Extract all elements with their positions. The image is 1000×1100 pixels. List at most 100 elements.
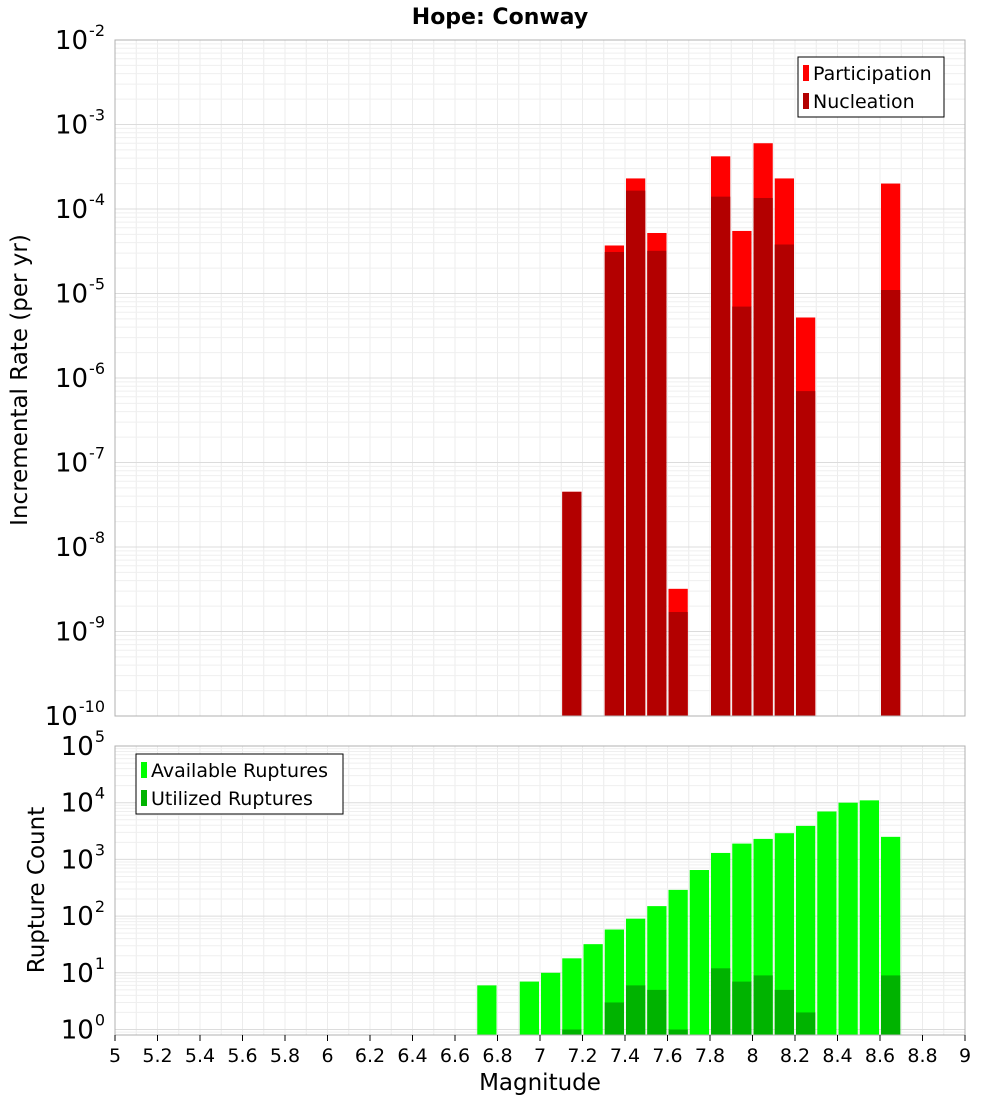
x-tick-label: 5 bbox=[109, 1045, 121, 1067]
tick-base: 10 bbox=[61, 789, 94, 819]
count-bar-utilized-ruptures bbox=[753, 975, 773, 1035]
x-tick-label: 5.2 bbox=[142, 1045, 172, 1067]
count-bar-utilized-ruptures bbox=[732, 981, 752, 1035]
rate-y-tick-label: 10-10 bbox=[45, 697, 105, 732]
tick-exponent: -10 bbox=[79, 697, 105, 716]
x-axis-label: Magnitude bbox=[479, 1070, 601, 1096]
legend-label: Participation bbox=[813, 63, 932, 85]
x-tick-label: 6.6 bbox=[440, 1045, 470, 1067]
rate-y-tick-label: 10-4 bbox=[55, 190, 105, 225]
tick-base: 10 bbox=[55, 195, 88, 225]
tick-base: 10 bbox=[55, 26, 88, 56]
tick-base: 10 bbox=[61, 1016, 94, 1046]
count-bar-available-ruptures bbox=[583, 944, 603, 1035]
legend-box bbox=[797, 56, 945, 118]
legend-swatch bbox=[803, 65, 809, 81]
count-bar-utilized-ruptures bbox=[881, 975, 901, 1035]
count-bar-utilized-ruptures bbox=[626, 985, 646, 1035]
tick-base: 10 bbox=[61, 732, 94, 762]
tick-base: 10 bbox=[61, 959, 94, 989]
rate-y-tick-label: 10-7 bbox=[55, 444, 105, 479]
tick-base: 10 bbox=[45, 702, 78, 732]
count-bar-utilized-ruptures bbox=[562, 1029, 582, 1035]
count-legend: Available Ruptures Utilized Ruptures bbox=[135, 753, 344, 815]
count-y-tick-label: 101 bbox=[61, 954, 105, 989]
x-tick-label: 7.4 bbox=[610, 1045, 640, 1067]
top-y-axis-label: Incremental Rate (per yr) bbox=[7, 234, 33, 526]
legend-label: Utilized Ruptures bbox=[151, 788, 313, 810]
count-bar-utilized-ruptures bbox=[668, 1029, 688, 1035]
x-tick-label: 8.4 bbox=[822, 1045, 852, 1067]
count-bar-available-ruptures bbox=[668, 889, 688, 1035]
x-ticks: 5 5.2 5.4 5.6 5.8 6 6.2 6.4 6.6 6.8 7 7.2 7.4 7.6 7.8 8… bbox=[109, 1035, 971, 1067]
count-bar-available-ruptures bbox=[477, 985, 497, 1035]
x-tick-label: 8.6 bbox=[865, 1045, 895, 1067]
x-tick-label: 6.4 bbox=[397, 1045, 427, 1067]
rate-y-tick-label: 10-6 bbox=[55, 359, 105, 394]
rate-bar-nucleation bbox=[711, 196, 731, 717]
tick-exponent: -6 bbox=[89, 359, 105, 378]
x-tick-label: 6.2 bbox=[355, 1045, 385, 1067]
x-tick-label: 7.6 bbox=[652, 1045, 682, 1067]
tick-exponent: 5 bbox=[95, 727, 105, 746]
tick-exponent: -2 bbox=[89, 21, 105, 40]
x-tick-label: 6.8 bbox=[482, 1045, 512, 1067]
rate-legend: Participation Nucleation bbox=[797, 56, 945, 118]
count-bar-available-ruptures bbox=[774, 833, 794, 1035]
tick-exponent: -7 bbox=[89, 444, 105, 463]
count-bar-utilized-ruptures bbox=[796, 1012, 816, 1035]
count-bar-available-ruptures bbox=[796, 825, 816, 1035]
tick-exponent: -3 bbox=[89, 106, 105, 125]
legend-box bbox=[135, 753, 344, 815]
rate-plot-frame bbox=[114, 39, 966, 717]
x-tick-label: 7.2 bbox=[567, 1045, 597, 1067]
count-y-tick-label: 103 bbox=[61, 840, 105, 875]
x-tick-label: 8.8 bbox=[907, 1045, 937, 1067]
count-bar-available-ruptures bbox=[817, 811, 837, 1035]
x-tick-label: 5.6 bbox=[227, 1045, 257, 1067]
rate-bar-nucleation bbox=[881, 290, 901, 716]
tick-exponent: -8 bbox=[89, 528, 105, 547]
tick-exponent: 1 bbox=[95, 954, 105, 973]
count-y-tick-label: 105 bbox=[61, 727, 105, 762]
x-tick-label: 7.8 bbox=[695, 1045, 725, 1067]
tick-base: 10 bbox=[55, 364, 88, 394]
rate-bar-nucleation bbox=[562, 491, 582, 716]
rate-bar-nucleation bbox=[647, 250, 667, 716]
rate-bar-nucleation bbox=[732, 306, 752, 716]
bottom-y-axis-label: Rupture Count bbox=[24, 807, 50, 973]
count-bar-utilized-ruptures bbox=[604, 1002, 624, 1035]
x-tick-label: 8.2 bbox=[780, 1045, 810, 1067]
count-y-tick-label: 102 bbox=[61, 897, 105, 932]
tick-exponent: -5 bbox=[89, 275, 105, 294]
tick-base: 10 bbox=[55, 618, 88, 648]
count-bar-available-ruptures bbox=[859, 800, 879, 1035]
tick-base: 10 bbox=[61, 845, 94, 875]
count-bar-available-ruptures bbox=[541, 972, 561, 1035]
legend-swatch bbox=[141, 790, 147, 806]
x-tick-label: 6 bbox=[321, 1045, 333, 1067]
x-tick-label: 5.4 bbox=[185, 1045, 215, 1067]
count-bar-utilized-ruptures bbox=[774, 989, 794, 1035]
rate-bar-nucleation bbox=[796, 391, 816, 716]
count-bar-utilized-ruptures bbox=[647, 989, 667, 1035]
tick-base: 10 bbox=[55, 533, 88, 563]
count-y-tick-label: 100 bbox=[61, 1011, 105, 1046]
rate-y-tick-label: 10-2 bbox=[55, 21, 105, 56]
legend-label: Nucleation bbox=[813, 91, 915, 113]
rate-y-tick-label: 10-8 bbox=[55, 528, 105, 563]
count-y-tick-label: 104 bbox=[61, 784, 105, 819]
rate-panel: 10-1010-910-810-710-610-510-410-310-2Par… bbox=[45, 21, 966, 732]
count-bar-available-ruptures bbox=[689, 870, 709, 1035]
chart-title: Hope: Conway bbox=[412, 5, 588, 30]
tick-exponent: -9 bbox=[89, 613, 105, 632]
tick-base: 10 bbox=[55, 111, 88, 141]
tick-exponent: -4 bbox=[89, 190, 105, 209]
count-bar-available-ruptures bbox=[519, 981, 539, 1035]
count-bar-utilized-ruptures bbox=[711, 968, 731, 1035]
count-bar-available-ruptures bbox=[838, 802, 858, 1035]
x-tick-label: 9 bbox=[959, 1045, 971, 1067]
